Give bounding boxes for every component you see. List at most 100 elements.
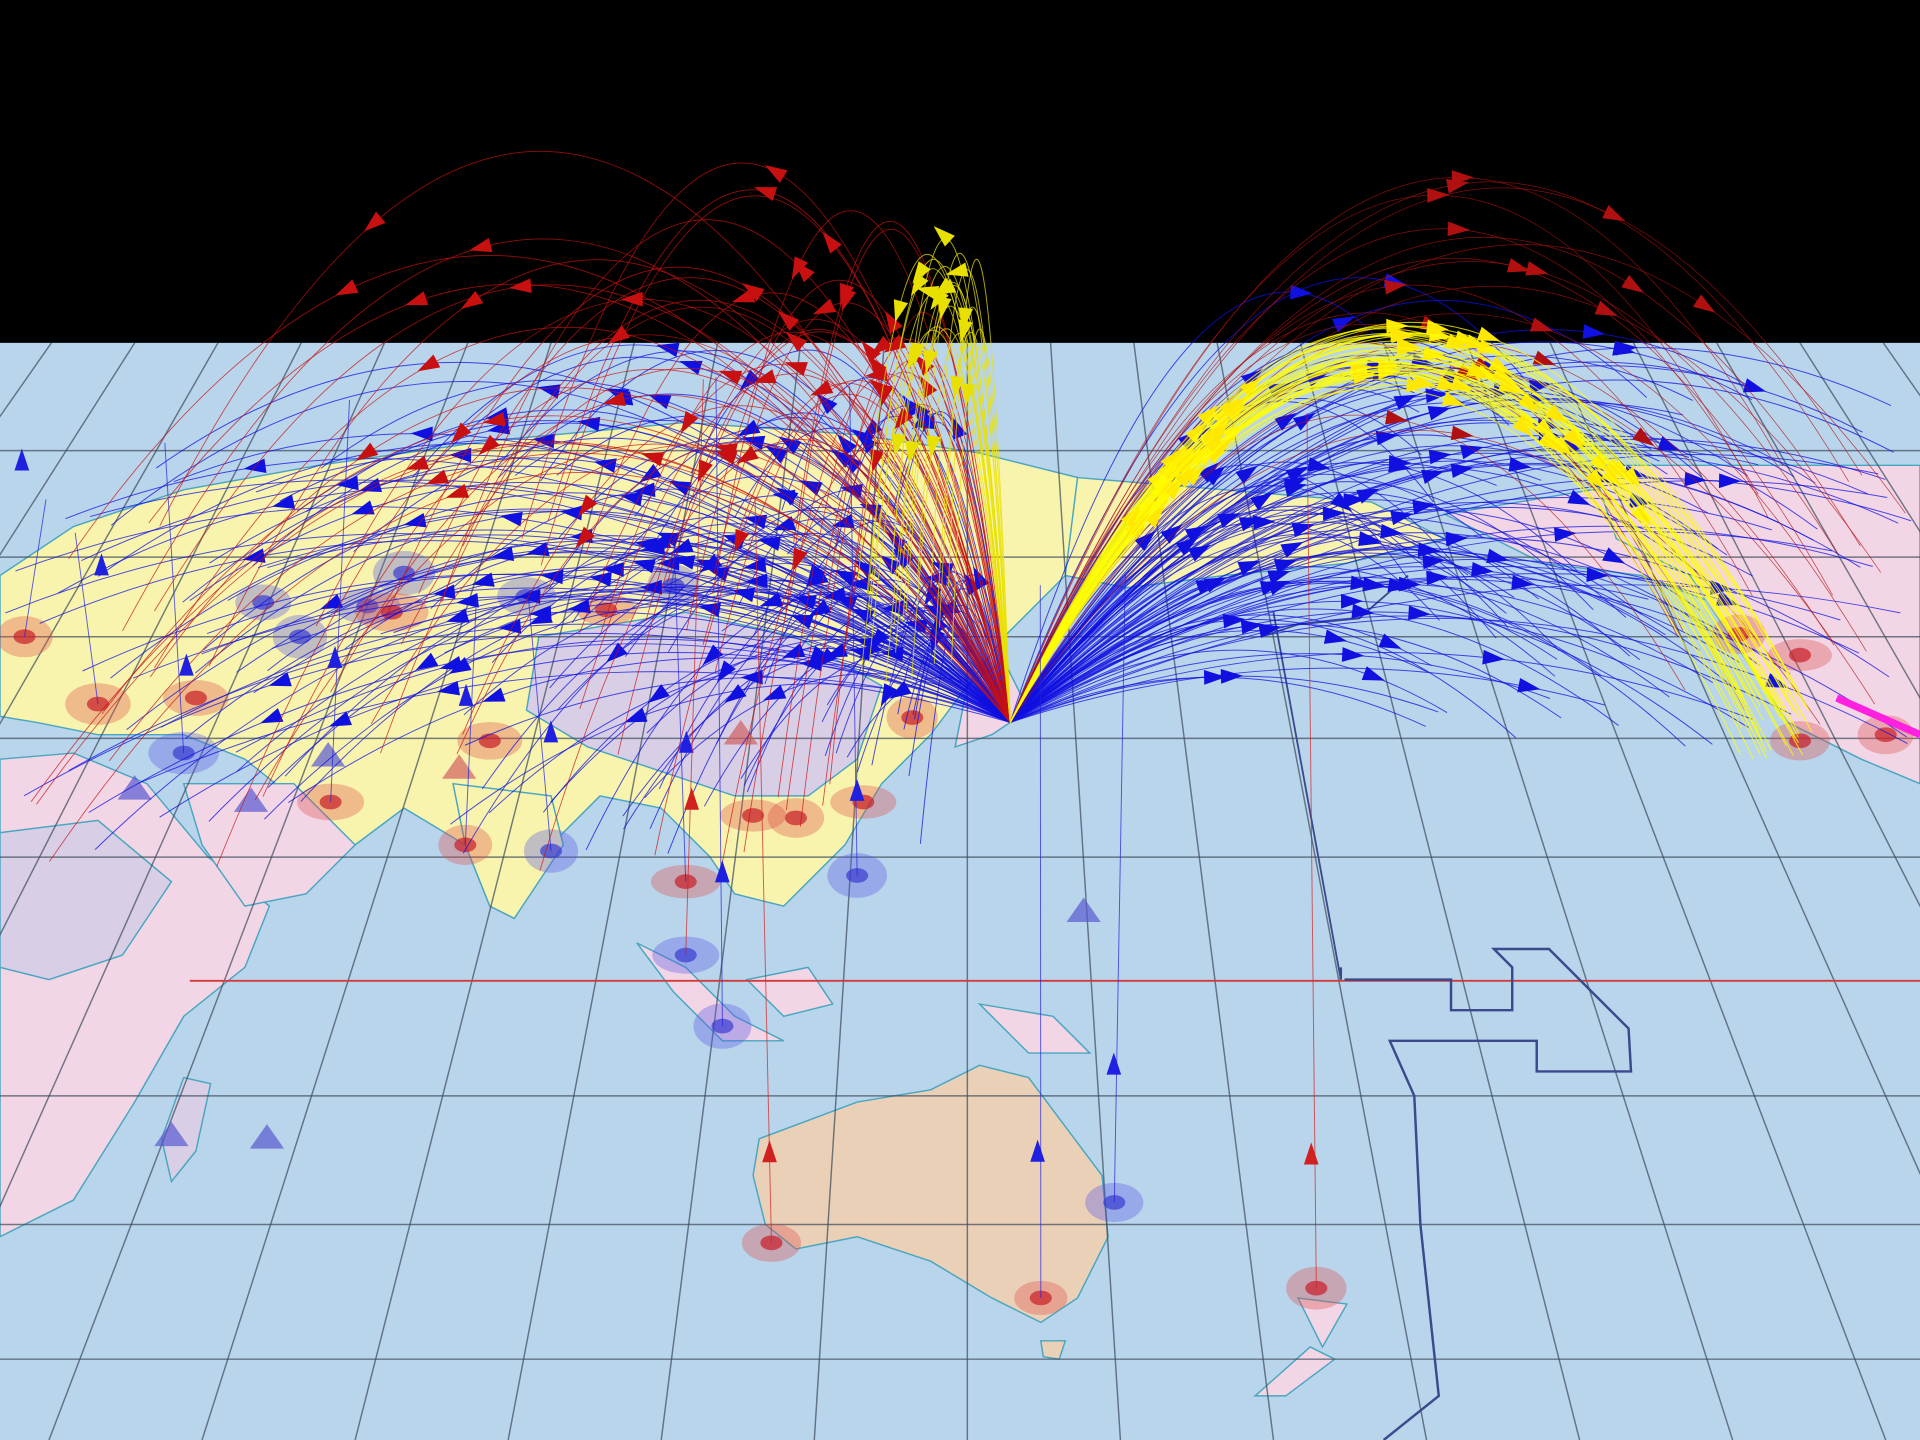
flight-arc — [938, 306, 1011, 723]
flight-arc — [885, 328, 1011, 723]
meridian — [201, 342, 552, 1440]
arrowhead — [1408, 605, 1431, 621]
city-dot — [595, 602, 618, 618]
arrowhead — [437, 680, 460, 696]
flight-arc — [208, 259, 1011, 723]
arrowhead — [849, 778, 865, 801]
arrowhead — [724, 684, 747, 703]
flight-arc — [1009, 623, 1562, 723]
flight-arc — [255, 454, 1011, 723]
arrowhead — [405, 291, 429, 306]
arrowhead — [482, 412, 506, 427]
arrowhead — [448, 656, 472, 674]
flight-arcs — [5, 151, 1920, 1298]
arrowhead — [1174, 455, 1196, 477]
flight-arc — [911, 333, 1011, 723]
arrowhead — [243, 458, 267, 474]
flight-arc — [279, 438, 1011, 723]
arrowhead — [911, 410, 934, 430]
arrowhead — [867, 354, 887, 377]
arrowhead — [656, 342, 680, 358]
highlight-route — [1835, 694, 1920, 739]
arrowhead — [319, 593, 344, 610]
flight-arc — [579, 373, 1011, 723]
arrowhead — [1426, 570, 1449, 586]
arrowhead — [1603, 458, 1625, 479]
airport-triangle — [154, 1121, 189, 1147]
flight-arc — [785, 371, 1011, 810]
arrowhead — [718, 370, 743, 385]
flight-arc — [947, 259, 1011, 723]
arrowhead — [1350, 575, 1373, 591]
arrowhead — [732, 587, 756, 603]
arrowhead — [870, 449, 885, 473]
arrowhead — [363, 211, 386, 232]
arrowhead — [593, 458, 617, 473]
flight-arc — [536, 516, 1011, 723]
flight-arc — [542, 635, 1011, 813]
flight-arc — [521, 162, 1011, 723]
flight-arc — [462, 579, 1011, 854]
flight-arc — [462, 405, 1011, 735]
arrowhead — [1388, 457, 1412, 473]
arrowhead — [936, 296, 952, 320]
arrowhead — [1030, 1139, 1045, 1162]
arrowhead — [793, 547, 808, 572]
arrowhead — [1491, 366, 1515, 382]
arrowhead — [1343, 493, 1367, 508]
airport-triangle — [723, 720, 758, 745]
arrowhead — [1460, 444, 1484, 460]
flight-arc — [1009, 371, 1743, 729]
flight-arc — [784, 228, 1011, 723]
arrowhead — [734, 528, 750, 553]
arrowhead — [763, 684, 787, 701]
flight-arc — [1009, 194, 1769, 723]
arrowhead — [1211, 436, 1233, 457]
arrowhead — [460, 290, 484, 310]
arrowhead — [1511, 575, 1534, 590]
arrowhead — [777, 310, 800, 331]
arrowhead — [415, 652, 439, 671]
flight-arc — [235, 638, 1011, 753]
arrowhead — [543, 720, 559, 743]
arrowhead — [762, 1140, 777, 1163]
flight-arc — [411, 344, 1011, 723]
flight-arc — [866, 268, 1011, 723]
arrowhead — [1451, 170, 1474, 185]
arrowhead — [1203, 670, 1227, 685]
arrowhead — [680, 410, 699, 434]
meridian — [1799, 342, 1920, 533]
flight-arc — [893, 287, 1011, 723]
arrowhead — [1160, 524, 1183, 544]
arrowhead — [1742, 378, 1767, 393]
arrowhead — [1585, 468, 1606, 491]
arrowhead — [559, 505, 583, 521]
flight-arc — [1009, 517, 1642, 723]
arrowhead — [791, 256, 808, 280]
drop-line — [164, 442, 185, 754]
arrowhead — [823, 586, 847, 602]
flight-arc — [462, 299, 1011, 723]
flight-arc — [252, 422, 1011, 723]
drop-line — [464, 597, 477, 845]
arrowhead — [450, 422, 472, 444]
flight-arc — [1009, 347, 1892, 723]
arrowhead — [469, 237, 493, 253]
city-dot — [742, 808, 765, 823]
arrowhead — [526, 541, 550, 557]
flight-arc — [1009, 277, 1524, 723]
meridian — [1466, 342, 1887, 1440]
arrowhead — [632, 559, 656, 574]
arrowhead — [1488, 356, 1512, 374]
flight-arc — [1009, 462, 1814, 723]
flight-arc — [236, 547, 1011, 723]
arrowhead — [879, 554, 902, 575]
city-dot — [674, 947, 697, 963]
city-dot — [784, 810, 807, 826]
flight-arc — [585, 292, 1011, 723]
airport-triangle — [249, 1124, 285, 1149]
arrowhead — [1466, 362, 1490, 379]
city-dot — [184, 690, 207, 706]
indonesia — [636, 942, 1092, 1054]
arrowhead — [772, 516, 797, 531]
